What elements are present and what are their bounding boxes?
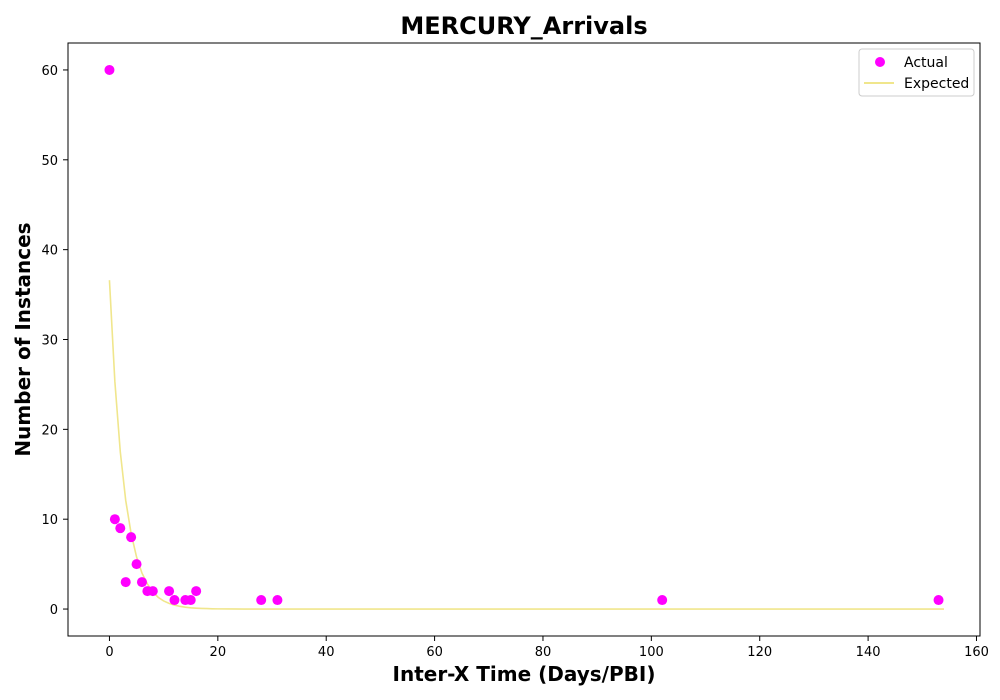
actual-point xyxy=(164,586,175,597)
actual-point xyxy=(115,523,126,534)
x-tick-label: 100 xyxy=(639,645,664,660)
y-tick-label: 60 xyxy=(41,64,58,79)
actual-point xyxy=(147,586,158,597)
actual-point xyxy=(109,514,120,525)
x-tick-label: 80 xyxy=(535,645,552,660)
x-tick-label: 20 xyxy=(210,645,227,660)
y-tick-label: 20 xyxy=(41,423,58,438)
expected-line xyxy=(108,280,944,610)
y-tick-label: 50 xyxy=(41,154,58,169)
legend-expected-label: Expected xyxy=(904,76,969,92)
y-axis: 0 10 20 30 40 50 60 xyxy=(41,64,68,618)
actual-point xyxy=(657,595,668,606)
actual-point xyxy=(185,595,196,606)
actual-point xyxy=(272,595,283,606)
actual-point xyxy=(131,559,142,570)
plot-frame xyxy=(67,42,981,637)
actual-point xyxy=(933,595,944,606)
x-tick-label: 140 xyxy=(856,645,881,660)
actual-point xyxy=(120,577,131,588)
y-tick-label: 30 xyxy=(41,334,58,349)
actual-point xyxy=(191,586,202,597)
legend-box xyxy=(858,48,975,97)
legend-actual-label: Actual xyxy=(904,55,948,71)
actual-point xyxy=(126,532,137,543)
legend: Actual Expected xyxy=(858,48,975,97)
y-axis-title: Number of Instances xyxy=(11,222,35,456)
actual-point xyxy=(104,64,115,75)
x-tick-label: 40 xyxy=(318,645,335,660)
y-tick-label: 40 xyxy=(41,244,58,259)
chart-title: MERCURY_Arrivals xyxy=(400,12,647,40)
actual-point xyxy=(256,595,267,606)
legend-actual-marker xyxy=(875,57,885,67)
x-axis-title: Inter-X Time (Days/PBI) xyxy=(393,662,656,686)
x-tick-label: 120 xyxy=(747,645,772,660)
x-axis: 0 20 40 60 80 100 120 140 160 xyxy=(105,636,989,660)
y-tick-label: 0 xyxy=(50,603,58,618)
y-tick-label: 10 xyxy=(41,513,58,528)
x-tick-label: 160 xyxy=(964,645,989,660)
x-tick-label: 0 xyxy=(105,645,113,660)
plot-area xyxy=(104,64,944,610)
actual-point xyxy=(169,595,180,606)
x-tick-label: 60 xyxy=(426,645,443,660)
actual-point xyxy=(136,577,147,588)
